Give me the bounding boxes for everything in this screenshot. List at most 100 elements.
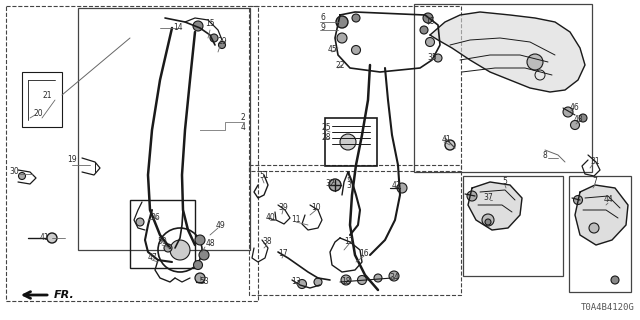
Text: 46: 46 [569, 103, 579, 113]
Circle shape [485, 219, 491, 225]
Text: 21: 21 [42, 91, 52, 100]
Circle shape [340, 134, 356, 150]
Circle shape [136, 218, 144, 226]
Text: 7: 7 [593, 178, 597, 187]
Text: 15: 15 [205, 20, 215, 28]
Circle shape [467, 191, 477, 201]
Text: 38: 38 [262, 237, 272, 246]
Text: 16: 16 [359, 250, 369, 259]
Circle shape [195, 235, 205, 245]
Text: T0A4B4120G: T0A4B4120G [581, 303, 635, 312]
Text: 28: 28 [321, 133, 331, 142]
Bar [78, 8, 250, 250]
Bar [22, 72, 62, 127]
Text: 5: 5 [502, 178, 508, 187]
Text: 4: 4 [241, 124, 245, 132]
Polygon shape [575, 185, 628, 245]
Text: 32: 32 [325, 179, 335, 188]
Text: 8: 8 [543, 150, 547, 159]
Text: 53: 53 [199, 276, 209, 285]
Text: 18: 18 [341, 277, 351, 286]
Text: 15: 15 [425, 18, 435, 27]
Text: 20: 20 [33, 108, 43, 117]
Text: 31: 31 [590, 157, 600, 166]
Circle shape [397, 183, 407, 193]
Circle shape [573, 196, 582, 204]
Polygon shape [468, 182, 522, 230]
Bar [569, 176, 631, 292]
Circle shape [423, 13, 433, 23]
Circle shape [193, 21, 203, 31]
Circle shape [563, 107, 573, 117]
Bar [249, 165, 461, 295]
Bar [414, 4, 592, 172]
Text: 41: 41 [441, 135, 451, 145]
Text: 12: 12 [344, 237, 354, 246]
Text: 43: 43 [573, 116, 583, 124]
Circle shape [426, 37, 435, 46]
Circle shape [358, 276, 367, 284]
Bar [463, 176, 563, 276]
Circle shape [420, 26, 428, 34]
Circle shape [341, 275, 351, 285]
Circle shape [170, 240, 190, 260]
Text: 50: 50 [157, 237, 167, 246]
Circle shape [19, 172, 26, 180]
Text: 22: 22 [335, 60, 345, 69]
Circle shape [374, 274, 382, 282]
Text: 14: 14 [173, 23, 183, 33]
Circle shape [218, 42, 225, 49]
Text: 37: 37 [483, 194, 493, 203]
Circle shape [193, 260, 202, 269]
Text: 39: 39 [278, 204, 288, 212]
Bar [249, 6, 461, 171]
Circle shape [298, 279, 307, 289]
Text: 34: 34 [389, 274, 399, 283]
Bar [130, 200, 195, 268]
Circle shape [389, 271, 399, 281]
Circle shape [579, 114, 587, 122]
Text: 49: 49 [215, 220, 225, 229]
Circle shape [351, 45, 360, 54]
Polygon shape [430, 12, 585, 92]
Circle shape [314, 278, 322, 286]
Text: 6: 6 [321, 13, 325, 22]
Text: 3: 3 [347, 180, 351, 189]
Text: 42: 42 [391, 180, 401, 189]
Circle shape [199, 250, 209, 260]
Text: 35: 35 [427, 53, 437, 62]
Text: 19: 19 [67, 156, 77, 164]
Circle shape [336, 16, 348, 28]
Circle shape [527, 54, 543, 70]
Text: FR.: FR. [54, 290, 75, 300]
Text: 9: 9 [321, 23, 325, 33]
Text: 25: 25 [321, 124, 331, 132]
Text: 30: 30 [9, 167, 19, 177]
Text: 47: 47 [147, 253, 157, 262]
Circle shape [570, 121, 579, 130]
Circle shape [434, 54, 442, 62]
Circle shape [611, 276, 619, 284]
Text: 44: 44 [603, 196, 613, 204]
Circle shape [210, 34, 218, 42]
Text: 29: 29 [217, 37, 227, 46]
Circle shape [329, 179, 341, 191]
Text: 13: 13 [291, 277, 301, 286]
Text: 2: 2 [241, 114, 245, 123]
Text: 40: 40 [265, 213, 275, 222]
Circle shape [445, 140, 455, 150]
Text: 1: 1 [347, 171, 351, 180]
Text: 45: 45 [328, 45, 338, 54]
Text: 36: 36 [150, 213, 160, 222]
Text: 10: 10 [311, 204, 321, 212]
Text: 41: 41 [39, 234, 49, 243]
Text: 51: 51 [259, 171, 269, 180]
Circle shape [337, 33, 347, 43]
Text: 48: 48 [205, 238, 215, 247]
Text: 11: 11 [291, 215, 301, 225]
Circle shape [47, 233, 57, 243]
Bar [6, 6, 258, 301]
Circle shape [195, 273, 205, 283]
Bar [325, 118, 377, 166]
Circle shape [352, 14, 360, 22]
